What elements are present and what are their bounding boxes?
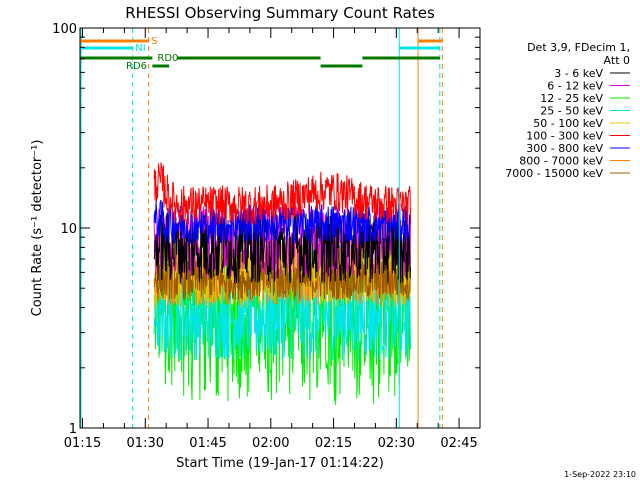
y-tick-label: 10 — [60, 222, 77, 237]
x-tick-label: 01:45 — [189, 436, 226, 451]
marker-label-rd0: RD0 — [157, 53, 178, 64]
series-line-100-300kev — [153, 162, 411, 227]
x-tick-label: 02:15 — [315, 436, 352, 451]
plot-area: S NI RD0 RD6 — [80, 28, 443, 428]
legend-entry-label: 100 - 300 keV — [526, 130, 603, 143]
legend-header: Det 3,9, FDecim 1, — [527, 41, 630, 54]
x-tick-label: 01:15 — [64, 436, 101, 451]
legend-header: Att 0 — [604, 54, 630, 67]
plot-content — [153, 162, 411, 405]
x-tick-label: 02:00 — [252, 436, 289, 451]
legend-entry-label: 12 - 25 keV — [540, 92, 603, 105]
y-axis-label: Count Rate (s⁻¹ detector⁻¹) — [30, 140, 45, 317]
series-line-3-6kev — [153, 211, 411, 284]
legend-entry-label: 7000 - 15000 keV — [505, 167, 603, 180]
legend-entry-label: 6 - 12 keV — [547, 80, 603, 93]
legend-entry-label: 50 - 100 keV — [533, 117, 603, 130]
marker-label-rd6: RD6 — [126, 61, 147, 72]
x-tick-label: 01:30 — [127, 436, 164, 451]
marker-label-ni: NI — [135, 43, 145, 54]
x-tick-label: 02:45 — [440, 436, 477, 451]
legend-entry-label: 25 - 50 keV — [540, 105, 603, 118]
axes: 1 10 100 01:15 01:30 01:45 02:00 02:15 02:30 02:4… — [52, 22, 481, 451]
series-line-25-50kev — [153, 272, 411, 361]
series-line-7000-15000kev — [153, 259, 411, 300]
x-axis-label: Start Time (19-Jan-17 01:14:22) — [176, 456, 384, 471]
chart-title: RHESSI Observing Summary Count Rates — [125, 4, 435, 22]
legend-entry-label: 800 - 7000 keV — [519, 155, 603, 168]
y-tick-label: 1 — [69, 422, 77, 437]
x-tick-label: 02:30 — [378, 436, 415, 451]
legend-entry-label: 300 - 800 keV — [526, 142, 603, 155]
legend-entry-label: 3 - 6 keV — [554, 67, 603, 80]
marker-label-s: S — [151, 36, 157, 47]
y-tick-label: 100 — [52, 22, 77, 37]
footer-date: 1-Sep-2022 23:10 — [564, 470, 636, 479]
